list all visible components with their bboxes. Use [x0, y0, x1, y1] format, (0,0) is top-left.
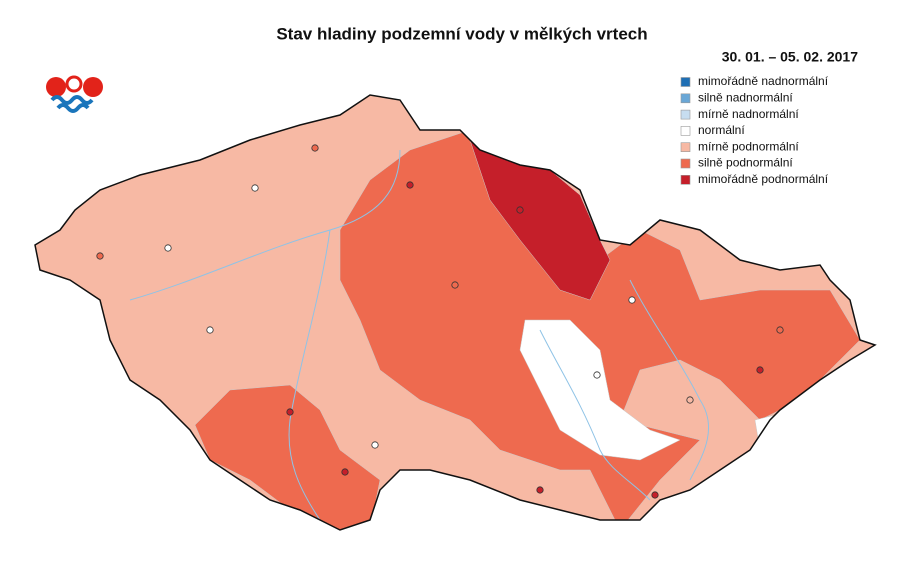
date: 30. 01. – 05. 02. 2017	[722, 49, 858, 65]
station	[686, 396, 694, 404]
region	[519, 319, 681, 461]
station	[251, 184, 259, 192]
legend-label: mimořádně nadnormální	[698, 74, 829, 88]
station	[164, 244, 172, 252]
station	[776, 326, 784, 334]
station	[206, 326, 214, 334]
legend-swatch	[680, 126, 691, 136]
station	[341, 468, 349, 476]
legend-label: silně nadnormální	[698, 90, 793, 104]
border	[34, 94, 877, 531]
legend-swatch	[680, 93, 691, 104]
station	[286, 408, 294, 416]
station	[516, 206, 524, 214]
station	[96, 252, 104, 260]
station	[406, 181, 414, 189]
legend: mimořádně nadnormální silně nadnormální mí…	[680, 74, 829, 186]
legend-swatch	[680, 158, 691, 169]
region	[754, 414, 781, 451]
river	[539, 329, 651, 501]
legend-swatch	[680, 77, 691, 87]
legend-swatch	[680, 142, 691, 152]
legend-label: mírně podnormální	[698, 139, 799, 153]
station	[536, 486, 544, 494]
station	[756, 366, 764, 374]
legend-label: mimořádně podnormální	[698, 172, 829, 186]
stations	[96, 144, 784, 499]
logo	[46, 75, 103, 113]
station	[371, 441, 379, 449]
station	[628, 296, 636, 304]
station	[593, 371, 601, 379]
river	[129, 149, 401, 301]
legend-label: mírně nadnormální	[698, 107, 799, 121]
river	[629, 279, 710, 481]
station	[311, 144, 319, 152]
legend-swatch	[680, 109, 691, 120]
station	[451, 281, 459, 289]
legend-swatch	[680, 175, 691, 185]
title: Stav hladiny podzemní vody v mělkých vrt…	[276, 24, 647, 43]
station	[651, 491, 659, 499]
legend-label: silně podnormální	[698, 156, 793, 170]
legend-label: normální	[698, 123, 745, 137]
